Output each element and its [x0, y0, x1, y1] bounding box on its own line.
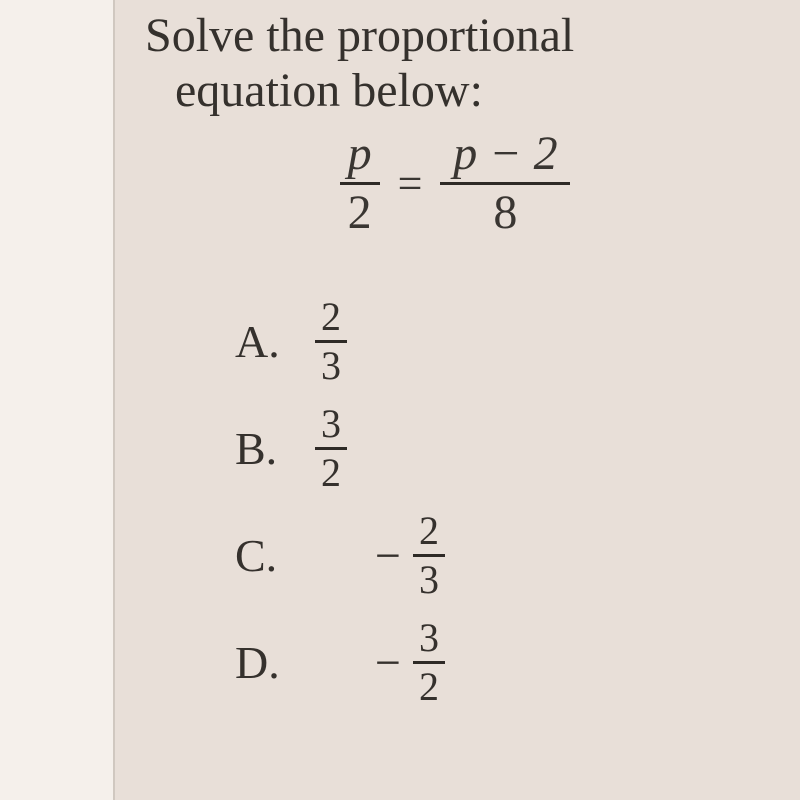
equation-left-numerator: p	[340, 130, 380, 178]
page-margin	[0, 0, 115, 800]
equation-left-denominator: 2	[340, 189, 380, 237]
equation-right-numerator: p − 2	[445, 130, 565, 178]
option-denominator: 3	[317, 346, 345, 386]
option-denominator: 2	[415, 667, 443, 707]
option-denominator: 3	[415, 560, 443, 600]
option-fraction: 3 2	[315, 404, 347, 493]
equation-right-fraction: p − 2 8	[440, 130, 570, 237]
option-label: C.	[235, 529, 315, 582]
option-fraction: 2 3	[315, 297, 347, 386]
option-numerator: 3	[317, 404, 345, 444]
option-numerator: 3	[415, 618, 443, 658]
option-numerator: 2	[317, 297, 345, 337]
option-numerator: 2	[415, 511, 443, 551]
question-prompt: Solve the proportional equation below:	[145, 8, 765, 118]
option-c[interactable]: C. − 2 3	[235, 511, 765, 600]
option-label: D.	[235, 636, 315, 689]
option-denominator: 2	[317, 453, 345, 493]
question-line-2: equation below:	[145, 63, 765, 118]
option-label: B.	[235, 422, 315, 475]
option-value: 2 3	[315, 297, 347, 386]
answer-options: A. 2 3 B. 3 2 C. −	[235, 297, 765, 707]
negative-sign: −	[375, 636, 405, 689]
fraction-bar	[340, 182, 380, 185]
equation-left-fraction: p 2	[340, 130, 380, 237]
option-value: − 2 3	[375, 511, 445, 600]
option-value: 3 2	[315, 404, 347, 493]
question-line-1: Solve the proportional	[145, 8, 765, 63]
equals-sign: =	[392, 158, 429, 209]
option-a[interactable]: A. 2 3	[235, 297, 765, 386]
fraction-bar	[440, 182, 570, 185]
option-fraction: 2 3	[413, 511, 445, 600]
option-label: A.	[235, 315, 315, 368]
option-fraction: 3 2	[413, 618, 445, 707]
question-content: Solve the proportional equation below: p…	[145, 0, 765, 725]
equation: p 2 = p − 2 8	[145, 130, 765, 237]
option-d[interactable]: D. − 3 2	[235, 618, 765, 707]
option-b[interactable]: B. 3 2	[235, 404, 765, 493]
option-value: − 3 2	[375, 618, 445, 707]
negative-sign: −	[375, 529, 405, 582]
equation-right-denominator: 8	[485, 189, 525, 237]
